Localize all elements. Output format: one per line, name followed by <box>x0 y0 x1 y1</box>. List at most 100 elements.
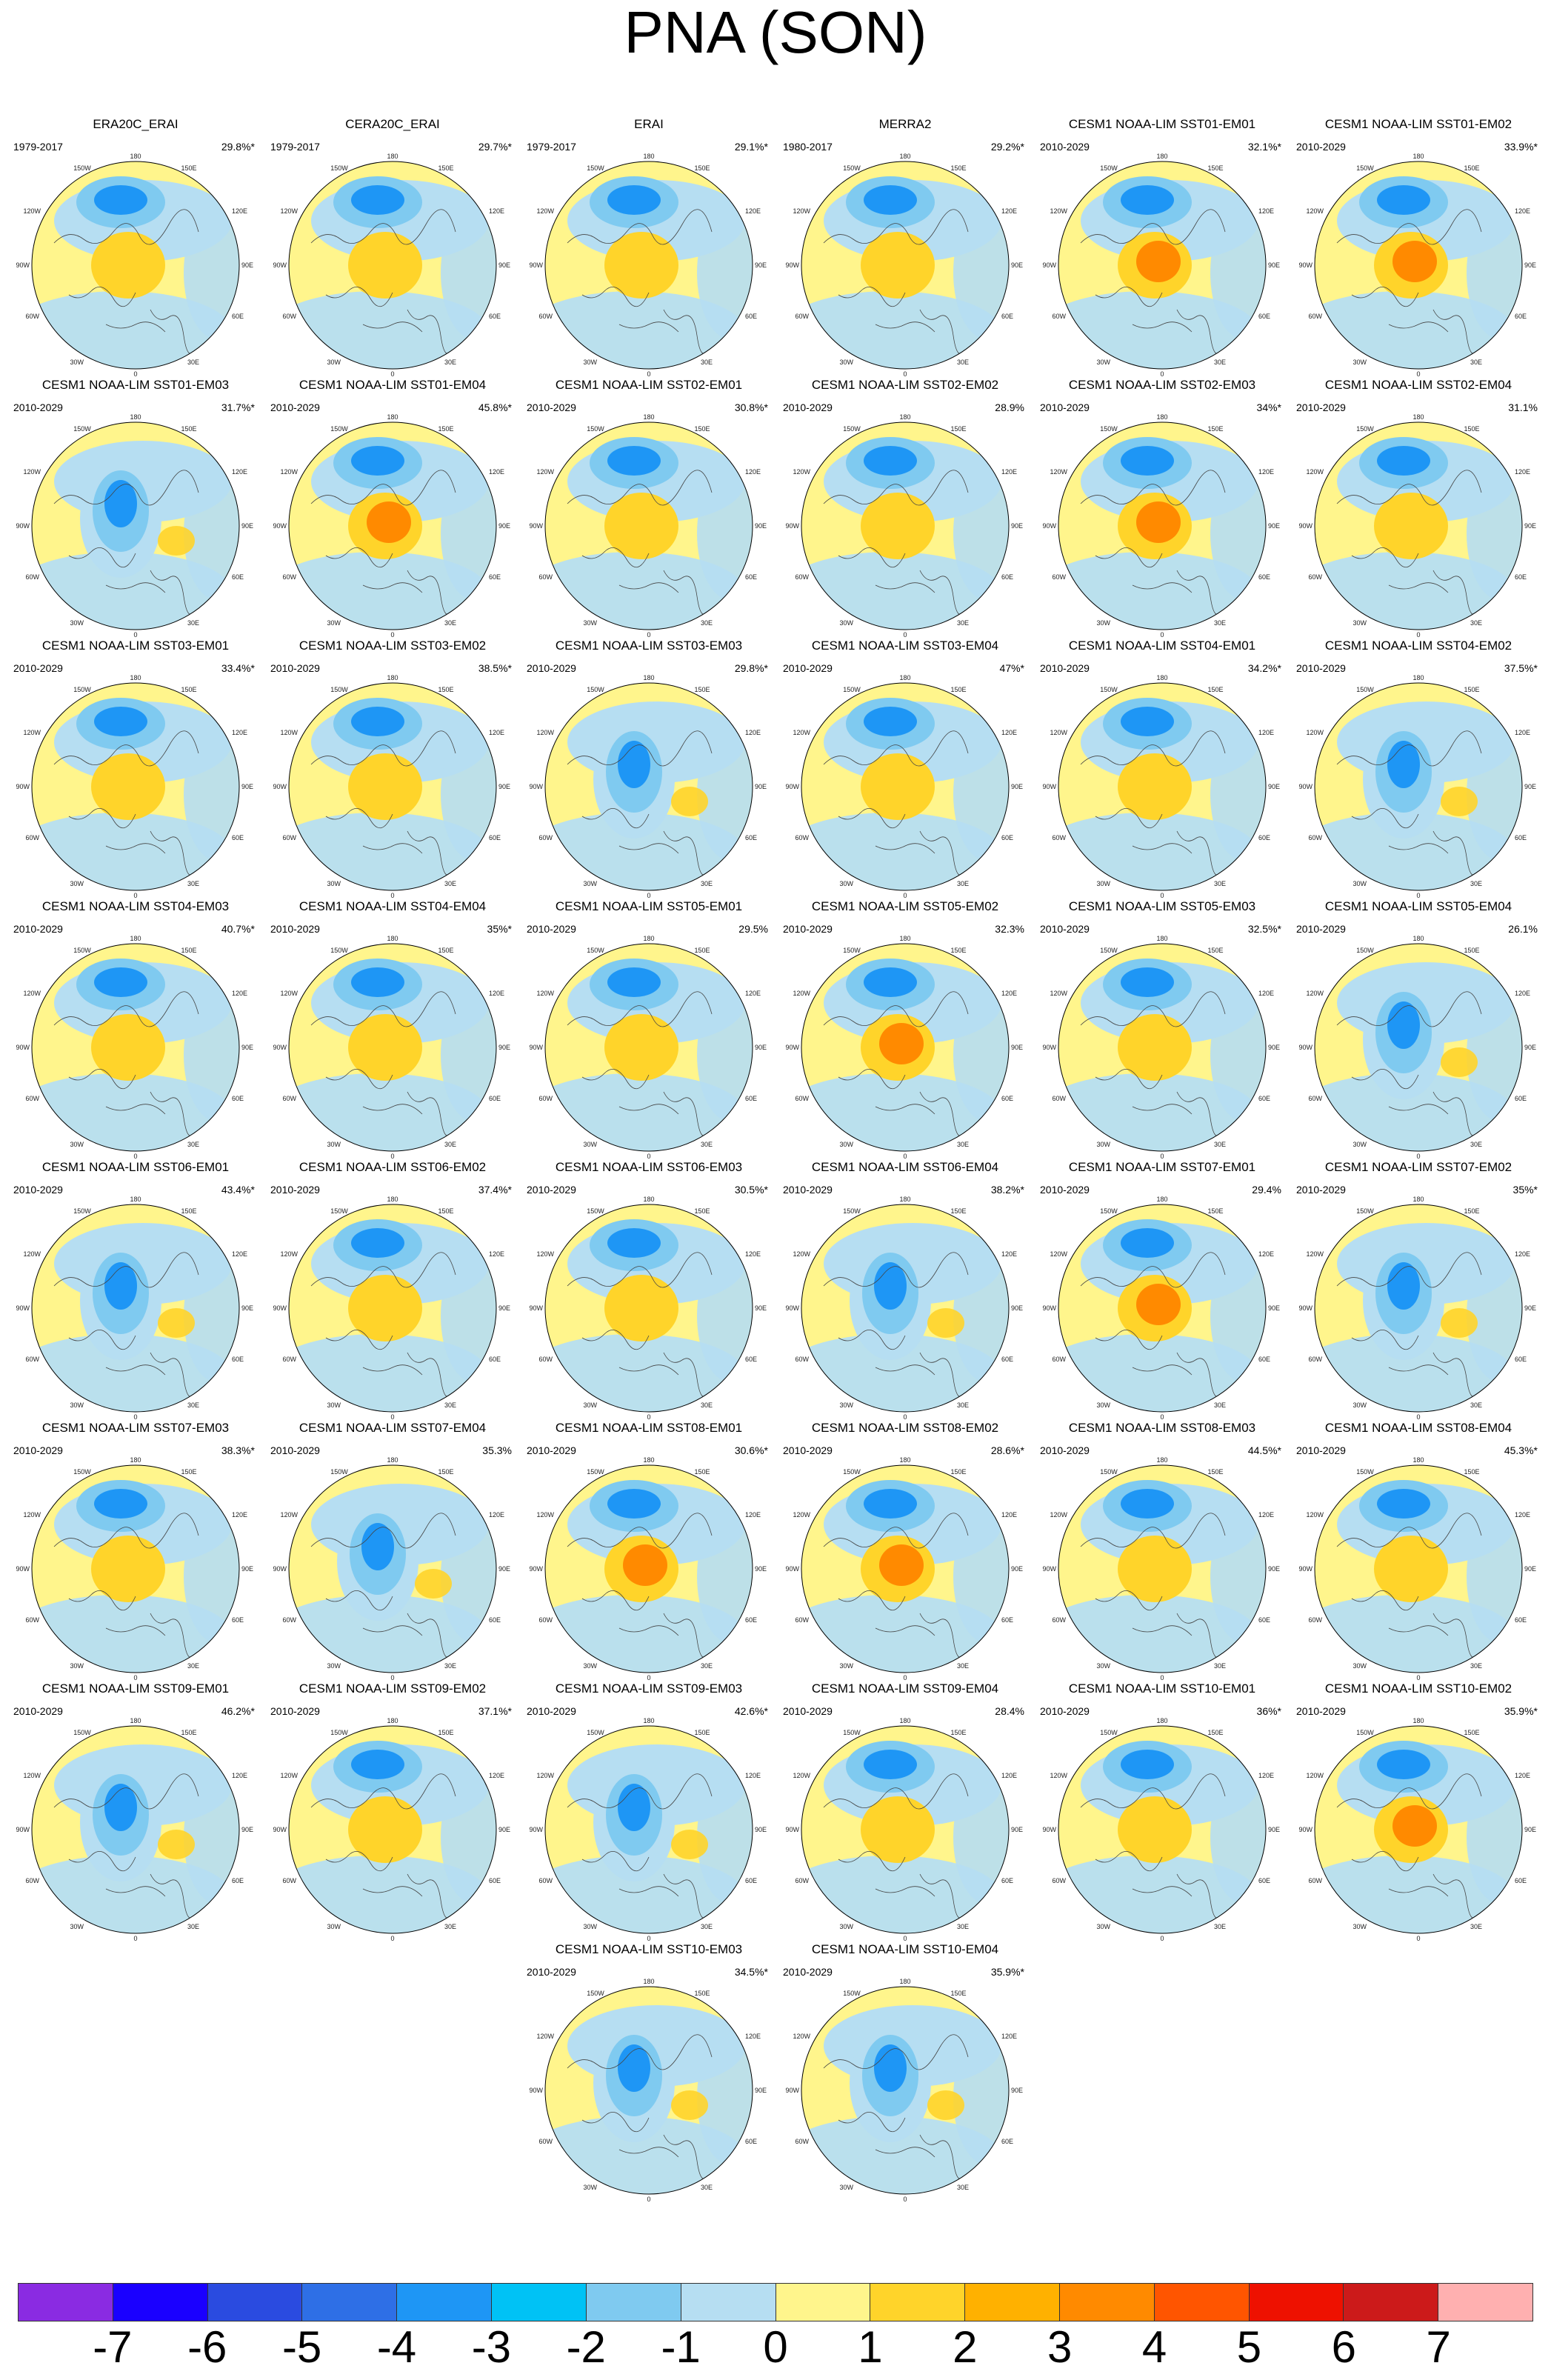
longitude-label: 90W <box>529 1565 543 1573</box>
panel-title: CESM1 NOAA-LIM SST06-EM03 <box>555 1160 743 1174</box>
longitude-label: 180 <box>387 413 398 421</box>
anomaly-field <box>1058 683 1266 890</box>
longitude-label: 30E <box>1470 619 1482 627</box>
longitude-label: 60W <box>282 1877 296 1884</box>
longitude-label: 150W <box>330 1729 348 1736</box>
longitude-label: 30E <box>701 359 713 366</box>
longitude-label: 0 <box>133 1935 137 1941</box>
colorbar-tick-label: 5 <box>1236 2322 1262 2372</box>
longitude-label: 150E <box>181 686 196 693</box>
longitude-label: 0 <box>1416 1153 1420 1159</box>
longitude-label: 0 <box>647 892 650 898</box>
longitude-label: 150W <box>843 686 861 693</box>
longitude-label: 150W <box>843 1729 861 1736</box>
longitude-label: 90E <box>241 1304 253 1312</box>
longitude-label: 180 <box>1156 1717 1167 1724</box>
longitude-label: 90W <box>16 783 30 790</box>
longitude-label: 60E <box>232 1356 244 1363</box>
longitude-label: 90W <box>785 261 799 269</box>
polar-map: 180 0 90W 90E 150W 120W 150E 120E 60W 30W 60E 30E <box>785 153 1023 376</box>
longitude-label: 60W <box>1308 834 1322 841</box>
longitude-label: 30E <box>187 1923 199 1930</box>
longitude-label: 120W <box>23 1511 41 1519</box>
longitude-label: 60E <box>1258 1877 1270 1884</box>
longitude-label: 30W <box>583 1662 597 1670</box>
longitude-label: 120E <box>1001 1250 1017 1258</box>
longitude-label: 90E <box>241 1565 253 1573</box>
anomaly-field <box>289 161 496 369</box>
longitude-label: 150W <box>587 1468 604 1476</box>
polar-map: 180 0 90W 90E 150W 120W 150E 120E 60W 30W 60E 30E <box>1298 153 1536 376</box>
panel-explained-variance: 29.1%* <box>734 141 768 153</box>
longitude-label: 150W <box>1100 1729 1118 1736</box>
longitude-label: 120E <box>1258 1250 1274 1258</box>
anomaly-field <box>1058 1726 1266 1933</box>
polar-map: 180 0 90W 90E 150W 120W 150E 120E 60W 30W 60E 30E <box>529 1978 767 2201</box>
anomaly-field <box>289 422 496 630</box>
panel-title: CESM1 NOAA-LIM SST02-EM02 <box>811 378 999 392</box>
panel-title: CESM1 NOAA-LIM SST02-EM03 <box>1068 378 1256 392</box>
panel-explained-variance: 38.3%* <box>221 1444 255 1456</box>
longitude-label: 120W <box>793 990 810 997</box>
panel-period: 2010-2029 <box>270 1444 320 1456</box>
polar-map: 180 0 90W 90E 150W 120W 150E 120E 60W 30W 60E 30E <box>1042 1717 1280 1941</box>
longitude-label: 60W <box>25 1095 39 1102</box>
longitude-label: 60W <box>538 1356 553 1363</box>
longitude-label: 60E <box>745 573 757 581</box>
longitude-label: 150E <box>1464 1207 1479 1215</box>
coastlines <box>567 991 713 1136</box>
longitude-label: 150E <box>1207 1729 1223 1736</box>
longitude-label: 150W <box>330 947 348 954</box>
map-panel: CESM1 NOAA-LIM SST08-EM03 2010-2029 44.5%*… <box>1040 1421 1284 1680</box>
panel-period: 2010-2029 <box>1296 141 1346 153</box>
longitude-label: 60W <box>1052 834 1066 841</box>
polar-map: 180 0 90W 90E 150W 120W 150E 120E 60W 30W 60E 30E <box>1042 1456 1280 1680</box>
panel-title: CESM1 NOAA-LIM SST07-EM02 <box>1324 1160 1512 1174</box>
panel-explained-variance: 33.9%* <box>1504 141 1538 153</box>
longitude-label: 120W <box>793 729 810 736</box>
longitude-label: 90W <box>529 1826 543 1833</box>
map-panel: CESM1 NOAA-LIM SST04-EM02 2010-2029 37.5%*… <box>1296 639 1541 898</box>
anomaly-field <box>545 944 753 1151</box>
anomaly-field <box>545 1465 753 1673</box>
longitude-label: 120E <box>489 1511 504 1519</box>
map-panel: CESM1 NOAA-LIM SST04-EM03 2010-2029 40.7%*… <box>13 899 258 1159</box>
longitude-label: 0 <box>903 631 907 637</box>
longitude-label: 90E <box>498 1565 510 1573</box>
longitude-label: 30E <box>1214 1923 1226 1930</box>
polar-map: 180 0 90W 90E 150W 120W 150E 120E 60W 30W 60E 30E <box>16 413 253 637</box>
longitude-label: 30W <box>583 359 597 366</box>
panel-explained-variance: 33.4%* <box>221 662 255 674</box>
longitude-label: 180 <box>130 1717 141 1724</box>
map-panel: MERRA2 1980-2017 29.2%* 180 0 90W 90E 150W 120W 1… <box>783 117 1027 376</box>
longitude-label: 180 <box>899 674 910 681</box>
panel-title: CESM1 NOAA-LIM SST01-EM02 <box>1324 117 1512 131</box>
panel-period: 2010-2029 <box>1296 1444 1346 1456</box>
longitude-label: 0 <box>133 1674 137 1680</box>
longitude-label: 120W <box>536 990 554 997</box>
longitude-label: 30W <box>1352 359 1367 366</box>
longitude-label: 0 <box>647 1413 650 1419</box>
longitude-label: 0 <box>903 892 907 898</box>
longitude-label: 120E <box>745 729 761 736</box>
longitude-label: 180 <box>130 153 141 160</box>
longitude-label: 180 <box>899 1978 910 1985</box>
panel-explained-variance: 29.2%* <box>990 141 1024 153</box>
longitude-label: 90W <box>785 522 799 530</box>
longitude-label: 60W <box>795 573 809 581</box>
longitude-label: 180 <box>1412 1456 1424 1464</box>
longitude-label: 90E <box>1268 1304 1280 1312</box>
panel-period: 2010-2029 <box>1040 923 1090 935</box>
panel-period: 2010-2029 <box>270 1705 320 1717</box>
panel-title: CESM1 NOAA-LIM SST08-EM02 <box>811 1421 999 1435</box>
longitude-label: 120W <box>1306 1250 1324 1258</box>
longitude-label: 180 <box>1156 153 1167 160</box>
longitude-label: 0 <box>1160 1413 1164 1419</box>
panel-title: CESM1 NOAA-LIM SST02-EM04 <box>1324 378 1512 392</box>
longitude-label: 60E <box>745 834 757 841</box>
longitude-label: 60E <box>1515 313 1527 320</box>
coastlines <box>1080 1252 1226 1397</box>
longitude-label: 90E <box>1011 1565 1023 1573</box>
panel-title: CESM1 NOAA-LIM SST04-EM02 <box>1324 639 1512 653</box>
panel-explained-variance: 32.3% <box>995 923 1024 935</box>
